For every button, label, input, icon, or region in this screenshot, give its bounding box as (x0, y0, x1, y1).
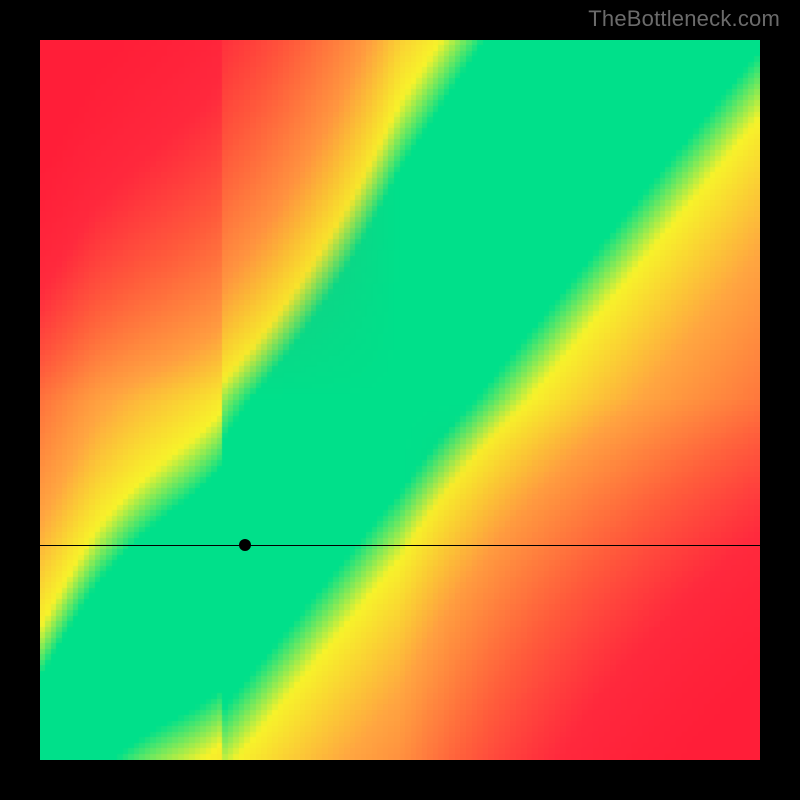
crosshair-horizontal (40, 545, 760, 546)
crosshair-marker (239, 539, 251, 551)
plot-area (40, 40, 760, 760)
heatmap-canvas (40, 40, 760, 760)
figure-frame: TheBottleneck.com (0, 0, 800, 800)
watermark-text: TheBottleneck.com (588, 6, 780, 32)
crosshair-vertical (245, 760, 246, 800)
